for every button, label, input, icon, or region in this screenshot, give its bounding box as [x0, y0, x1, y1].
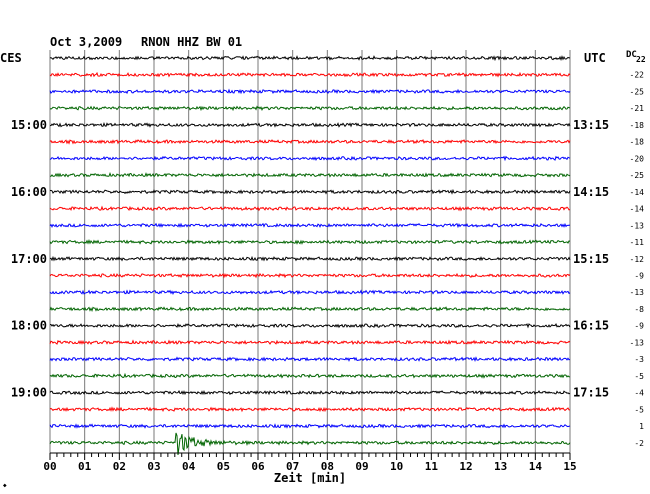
dc-offset-label: -4 — [634, 389, 644, 398]
x-tick-label: 15 — [563, 460, 576, 473]
dc-offset-label: -20 — [630, 154, 645, 163]
dc-offset-label: -2 — [634, 439, 644, 448]
left-timezone-label: CES — [0, 51, 22, 65]
trace-row-17 — [49, 339, 571, 345]
trace-row-23 — [49, 432, 571, 455]
x-tick-label: 04 — [182, 460, 196, 473]
x-tick-label: 02 — [113, 460, 126, 473]
right-hour-label: 16:15 — [573, 319, 609, 333]
dc-offset-label: -3 — [634, 355, 644, 364]
dc-offset-label: -25 — [630, 171, 645, 180]
dc-offset-label: -5 — [634, 405, 644, 414]
dc-offset-label: -8 — [634, 305, 644, 314]
dc-offset-label: -22 — [630, 71, 645, 80]
x-tick-label: 10 — [390, 460, 403, 473]
chart-date: Oct 3,2009 — [50, 35, 122, 49]
trace-row-10 — [49, 222, 571, 229]
trace-row-9 — [49, 205, 571, 212]
trace-row-20 — [49, 389, 571, 396]
x-tick-label: 01 — [78, 460, 92, 473]
right-hour-label: 14:15 — [573, 185, 609, 199]
time-gridlines — [49, 50, 571, 453]
dc-offset-label: -14 — [630, 188, 645, 197]
x-axis: 00 01 02 03 04 05 06 07 08 09 10 11 12 13 14 15 — [43, 452, 577, 473]
dc-offset-label: -21 — [630, 104, 645, 113]
right-hour-label: 15:15 — [573, 252, 609, 266]
trace-row-6 — [49, 155, 571, 162]
x-tick-label: 05 — [217, 460, 230, 473]
x-tick-label: 06 — [251, 460, 265, 473]
trace-row-14 — [49, 289, 571, 296]
left-hour-label: 15:00 — [11, 118, 47, 132]
trace-row-2 — [49, 88, 571, 95]
x-tick-label: 12 — [459, 460, 472, 473]
right-hour-label: 17:15 — [573, 386, 609, 400]
dc-offset-label: -9 — [634, 271, 644, 280]
trace-row-0 — [49, 55, 571, 62]
trace-row-21 — [49, 406, 571, 413]
trace-row-18 — [49, 356, 571, 363]
left-hour-label: 19:00 — [11, 386, 47, 400]
trace-row-22 — [49, 423, 571, 429]
trace-row-15 — [49, 306, 571, 312]
trace-row-12 — [49, 255, 571, 262]
right-hour-label: 13:15 — [573, 118, 609, 132]
left-hour-label: 17:00 — [11, 252, 47, 266]
trace-row-13 — [49, 272, 571, 279]
dc-offset-label: -18 — [630, 138, 645, 147]
x-tick-label: 11 — [425, 460, 439, 473]
trace-row-16 — [49, 322, 571, 329]
dc-offset-label: -25 — [630, 87, 645, 96]
dc-offset-label: -13 — [630, 221, 645, 230]
x-tick-label: 07 — [286, 460, 299, 473]
x-tick-label: 00 — [43, 460, 56, 473]
dc-offset-label: -12 — [630, 255, 645, 264]
dc-offset-label: -13 — [630, 338, 645, 347]
dc-offset-label: -14 — [630, 205, 645, 214]
x-tick-label: 08 — [321, 460, 334, 473]
seismic-traces — [49, 55, 571, 455]
trace-row-8 — [49, 188, 571, 195]
right-timezone-label: UTC — [584, 51, 606, 65]
footer-mark: ◆ — [3, 482, 7, 489]
x-tick-label: 09 — [355, 460, 368, 473]
left-hour-label: 16:00 — [11, 185, 47, 199]
trace-row-7 — [49, 172, 571, 178]
dc-offset-header: DC — [626, 50, 637, 60]
trace-row-3 — [49, 105, 571, 112]
x-tick-label: 13 — [494, 460, 507, 473]
trace-row-4 — [49, 122, 571, 128]
dc-offset-header-sub: 22 — [636, 55, 646, 64]
row-labels: 15:00 16:00 17:00 18:00 19:00 13:15 14:15 15:15… — [11, 71, 644, 448]
x-tick-label: 14 — [529, 460, 543, 473]
dc-offset-label: -18 — [630, 121, 645, 130]
dc-offset-label: -9 — [634, 322, 644, 331]
dc-offset-label: 1 — [639, 422, 644, 431]
x-axis-title: Zeit [min] — [274, 471, 346, 485]
dc-offset-label: -5 — [634, 372, 644, 381]
dc-offset-label: -11 — [630, 238, 645, 247]
trace-row-1 — [49, 71, 571, 78]
x-tick-label: 03 — [147, 460, 160, 473]
chart-station: RNON HHZ BW 01 — [141, 35, 242, 49]
dc-offset-label: -13 — [630, 288, 645, 297]
trace-row-19 — [49, 372, 571, 379]
left-hour-label: 18:00 — [11, 319, 47, 333]
trace-row-5 — [49, 138, 571, 145]
trace-row-11 — [49, 238, 571, 245]
